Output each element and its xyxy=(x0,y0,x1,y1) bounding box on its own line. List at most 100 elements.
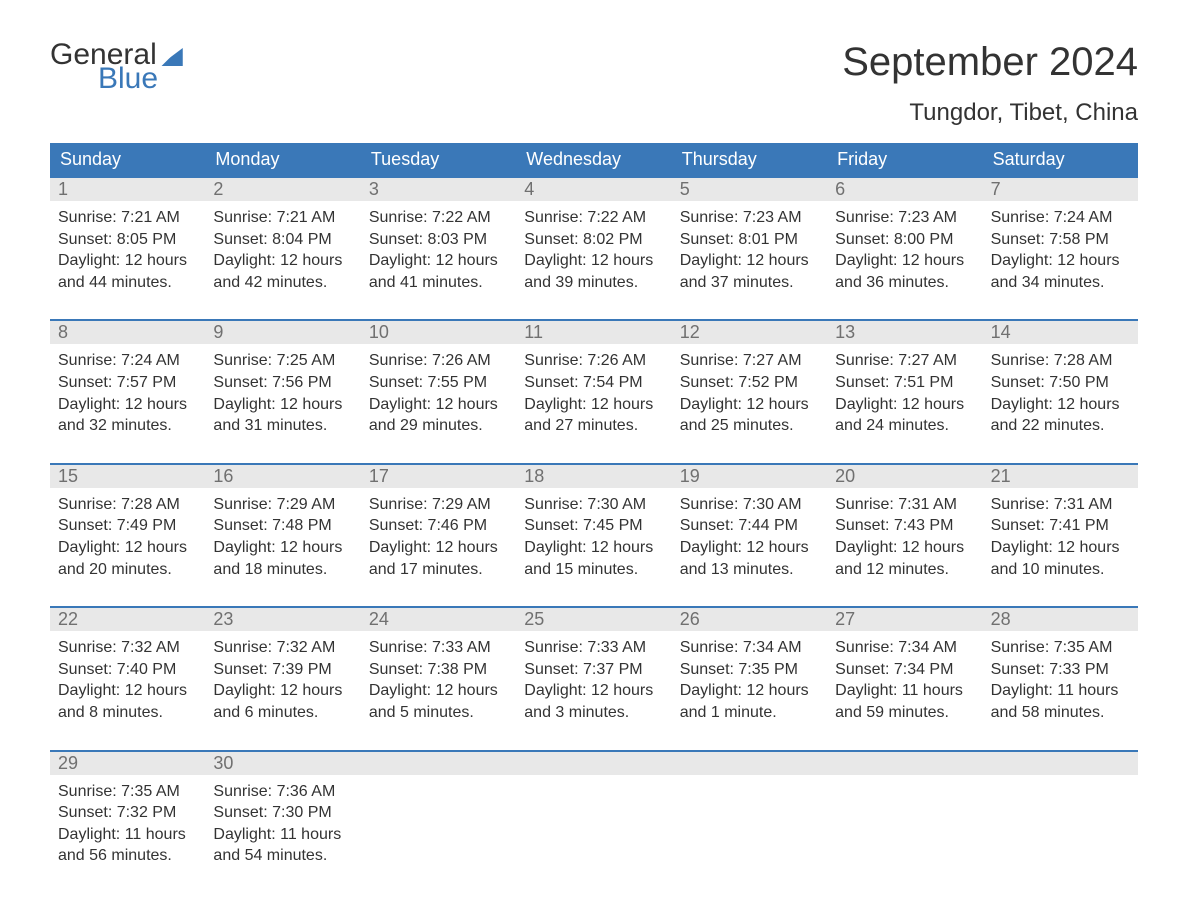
sunset-line: Sunset: 7:46 PM xyxy=(369,515,508,537)
sunrise-line: Sunrise: 7:28 AM xyxy=(58,494,197,516)
calendar-day-cell xyxy=(516,752,671,873)
day-content xyxy=(672,775,827,787)
calendar-day-cell xyxy=(672,752,827,873)
day-number: 7 xyxy=(983,178,1138,201)
calendar-day-cell: 21Sunrise: 7:31 AMSunset: 7:41 PMDayligh… xyxy=(983,465,1138,586)
daylight-line: Daylight: 12 hours and 3 minutes. xyxy=(524,680,663,723)
calendar-day-cell: 27Sunrise: 7:34 AMSunset: 7:34 PMDayligh… xyxy=(827,608,982,729)
sunset-line: Sunset: 7:56 PM xyxy=(213,372,352,394)
header: General Blue September 2024 Tungdor, Tib… xyxy=(50,40,1138,127)
day-number: 12 xyxy=(672,321,827,344)
sunset-line: Sunset: 7:35 PM xyxy=(680,659,819,681)
daylight-line: Daylight: 11 hours and 59 minutes. xyxy=(835,680,974,723)
calendar-day-cell: 6Sunrise: 7:23 AMSunset: 8:00 PMDaylight… xyxy=(827,178,982,299)
sunrise-line: Sunrise: 7:34 AM xyxy=(680,637,819,659)
sunrise-line: Sunrise: 7:32 AM xyxy=(213,637,352,659)
daylight-line: Daylight: 12 hours and 18 minutes. xyxy=(213,537,352,580)
sunset-line: Sunset: 8:05 PM xyxy=(58,229,197,251)
day-content: Sunrise: 7:33 AMSunset: 7:38 PMDaylight:… xyxy=(361,631,516,729)
day-content: Sunrise: 7:24 AMSunset: 7:58 PMDaylight:… xyxy=(983,201,1138,299)
day-content: Sunrise: 7:21 AMSunset: 8:04 PMDaylight:… xyxy=(205,201,360,299)
daylight-line: Daylight: 12 hours and 32 minutes. xyxy=(58,394,197,437)
day-number: 9 xyxy=(205,321,360,344)
daylight-line: Daylight: 12 hours and 8 minutes. xyxy=(58,680,197,723)
day-number: 18 xyxy=(516,465,671,488)
sunset-line: Sunset: 7:48 PM xyxy=(213,515,352,537)
day-content: Sunrise: 7:30 AMSunset: 7:44 PMDaylight:… xyxy=(672,488,827,586)
calendar-week-row: 29Sunrise: 7:35 AMSunset: 7:32 PMDayligh… xyxy=(50,750,1138,873)
sunset-line: Sunset: 8:01 PM xyxy=(680,229,819,251)
sunset-line: Sunset: 7:39 PM xyxy=(213,659,352,681)
sunset-line: Sunset: 7:32 PM xyxy=(58,802,197,824)
page-title: September 2024 xyxy=(842,40,1138,85)
sunrise-line: Sunrise: 7:30 AM xyxy=(524,494,663,516)
day-number: 8 xyxy=(50,321,205,344)
sunrise-line: Sunrise: 7:35 AM xyxy=(58,781,197,803)
sunrise-line: Sunrise: 7:27 AM xyxy=(835,350,974,372)
sunset-line: Sunset: 7:49 PM xyxy=(58,515,197,537)
calendar-day-cell: 5Sunrise: 7:23 AMSunset: 8:01 PMDaylight… xyxy=(672,178,827,299)
calendar-day-cell: 23Sunrise: 7:32 AMSunset: 7:39 PMDayligh… xyxy=(205,608,360,729)
weekday-header-cell: Friday xyxy=(827,143,982,176)
day-number: 28 xyxy=(983,608,1138,631)
day-content: Sunrise: 7:21 AMSunset: 8:05 PMDaylight:… xyxy=(50,201,205,299)
daylight-line: Daylight: 11 hours and 56 minutes. xyxy=(58,824,197,867)
day-content xyxy=(827,775,982,787)
daylight-line: Daylight: 12 hours and 1 minute. xyxy=(680,680,819,723)
sunset-line: Sunset: 7:40 PM xyxy=(58,659,197,681)
calendar-day-cell: 10Sunrise: 7:26 AMSunset: 7:55 PMDayligh… xyxy=(361,321,516,442)
day-content: Sunrise: 7:34 AMSunset: 7:35 PMDaylight:… xyxy=(672,631,827,729)
sunrise-line: Sunrise: 7:34 AM xyxy=(835,637,974,659)
weekday-header-cell: Tuesday xyxy=(361,143,516,176)
title-block: September 2024 Tungdor, Tibet, China xyxy=(842,40,1138,127)
sunset-line: Sunset: 7:52 PM xyxy=(680,372,819,394)
sunrise-line: Sunrise: 7:36 AM xyxy=(213,781,352,803)
brand-word2: Blue xyxy=(98,64,183,94)
calendar-day-cell: 17Sunrise: 7:29 AMSunset: 7:46 PMDayligh… xyxy=(361,465,516,586)
sunrise-line: Sunrise: 7:35 AM xyxy=(991,637,1130,659)
calendar-week-row: 1Sunrise: 7:21 AMSunset: 8:05 PMDaylight… xyxy=(50,176,1138,299)
calendar-day-cell: 2Sunrise: 7:21 AMSunset: 8:04 PMDaylight… xyxy=(205,178,360,299)
day-number xyxy=(516,752,671,775)
day-number: 1 xyxy=(50,178,205,201)
brand-logo: General Blue xyxy=(50,40,183,94)
sunrise-line: Sunrise: 7:23 AM xyxy=(680,207,819,229)
sunrise-line: Sunrise: 7:24 AM xyxy=(991,207,1130,229)
sunset-line: Sunset: 7:54 PM xyxy=(524,372,663,394)
daylight-line: Daylight: 12 hours and 10 minutes. xyxy=(991,537,1130,580)
day-content xyxy=(361,775,516,787)
day-number: 14 xyxy=(983,321,1138,344)
day-content: Sunrise: 7:33 AMSunset: 7:37 PMDaylight:… xyxy=(516,631,671,729)
sunrise-line: Sunrise: 7:21 AM xyxy=(213,207,352,229)
calendar-day-cell: 1Sunrise: 7:21 AMSunset: 8:05 PMDaylight… xyxy=(50,178,205,299)
day-number: 21 xyxy=(983,465,1138,488)
day-number: 30 xyxy=(205,752,360,775)
sunrise-line: Sunrise: 7:33 AM xyxy=(369,637,508,659)
day-content: Sunrise: 7:24 AMSunset: 7:57 PMDaylight:… xyxy=(50,344,205,442)
calendar-day-cell: 30Sunrise: 7:36 AMSunset: 7:30 PMDayligh… xyxy=(205,752,360,873)
weekday-header-cell: Wednesday xyxy=(516,143,671,176)
day-content: Sunrise: 7:34 AMSunset: 7:34 PMDaylight:… xyxy=(827,631,982,729)
sunrise-line: Sunrise: 7:31 AM xyxy=(991,494,1130,516)
day-number: 11 xyxy=(516,321,671,344)
calendar-week-row: 8Sunrise: 7:24 AMSunset: 7:57 PMDaylight… xyxy=(50,319,1138,442)
calendar-day-cell: 12Sunrise: 7:27 AMSunset: 7:52 PMDayligh… xyxy=(672,321,827,442)
weekday-header-cell: Sunday xyxy=(50,143,205,176)
calendar-day-cell: 15Sunrise: 7:28 AMSunset: 7:49 PMDayligh… xyxy=(50,465,205,586)
daylight-line: Daylight: 12 hours and 37 minutes. xyxy=(680,250,819,293)
day-number: 26 xyxy=(672,608,827,631)
daylight-line: Daylight: 11 hours and 54 minutes. xyxy=(213,824,352,867)
day-content: Sunrise: 7:35 AMSunset: 7:32 PMDaylight:… xyxy=(50,775,205,873)
sunset-line: Sunset: 7:43 PM xyxy=(835,515,974,537)
calendar-day-cell: 3Sunrise: 7:22 AMSunset: 8:03 PMDaylight… xyxy=(361,178,516,299)
sunset-line: Sunset: 7:45 PM xyxy=(524,515,663,537)
calendar-day-cell: 9Sunrise: 7:25 AMSunset: 7:56 PMDaylight… xyxy=(205,321,360,442)
calendar-day-cell: 4Sunrise: 7:22 AMSunset: 8:02 PMDaylight… xyxy=(516,178,671,299)
calendar-day-cell: 8Sunrise: 7:24 AMSunset: 7:57 PMDaylight… xyxy=(50,321,205,442)
daylight-line: Daylight: 12 hours and 17 minutes. xyxy=(369,537,508,580)
day-content: Sunrise: 7:25 AMSunset: 7:56 PMDaylight:… xyxy=(205,344,360,442)
sunset-line: Sunset: 7:37 PM xyxy=(524,659,663,681)
calendar-day-cell: 13Sunrise: 7:27 AMSunset: 7:51 PMDayligh… xyxy=(827,321,982,442)
day-number: 22 xyxy=(50,608,205,631)
calendar-day-cell: 16Sunrise: 7:29 AMSunset: 7:48 PMDayligh… xyxy=(205,465,360,586)
